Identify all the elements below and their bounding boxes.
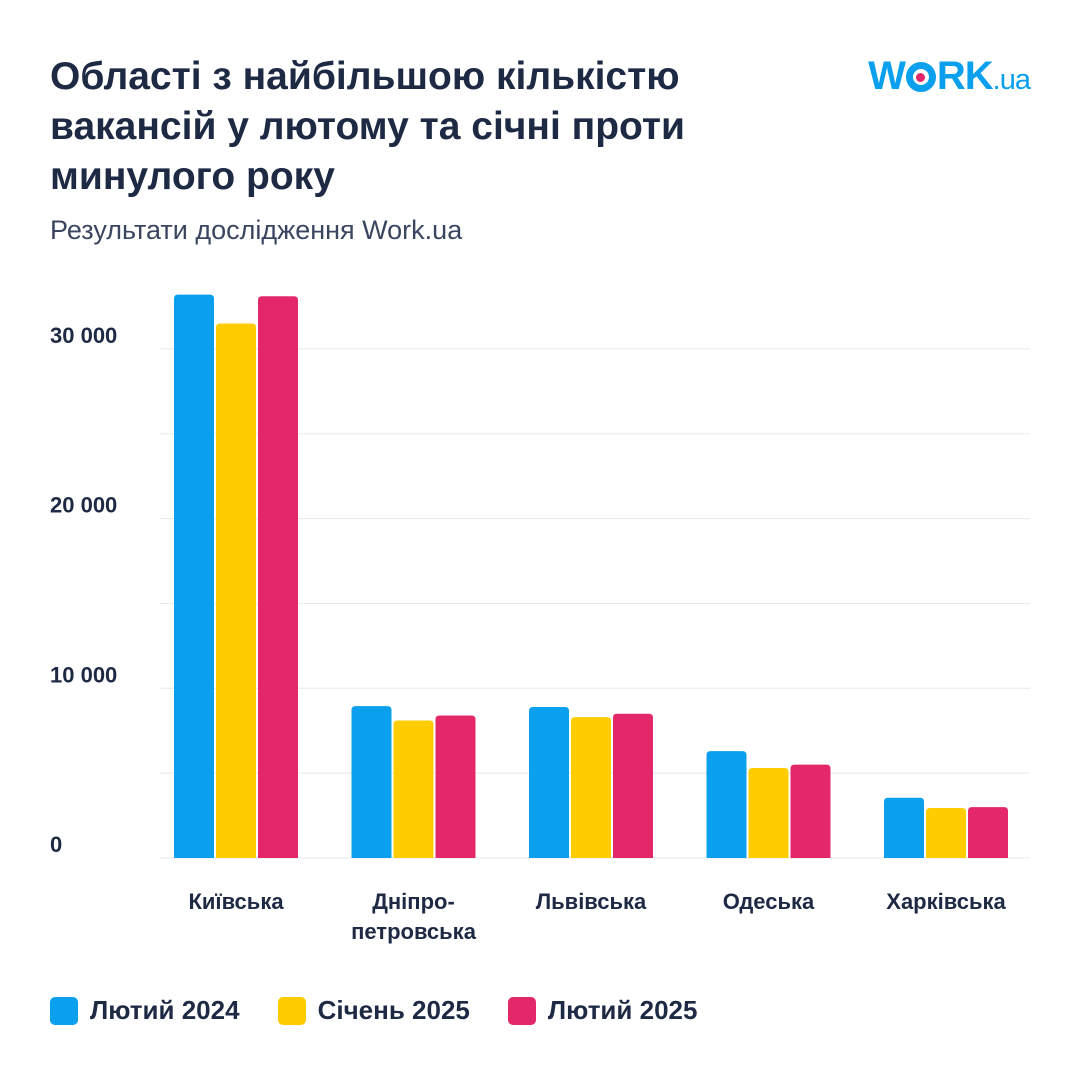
- bar-chart: 0 10 000 20 000 30 000 Київська Дніпро-петров…: [50, 294, 1030, 944]
- logo-letter-w: W: [868, 54, 906, 98]
- bar-4-2: [968, 807, 1008, 858]
- legend-item: Січень 2025: [277, 995, 470, 1026]
- legend-swatch: [507, 996, 536, 1025]
- legend-swatch: [277, 996, 306, 1025]
- chart-legend: Лютий 2024 Січень 2025 Лютий 2025: [50, 995, 697, 1026]
- bar-4-0: [884, 797, 924, 858]
- legend-label: Січень 2025: [317, 995, 470, 1025]
- bar-2-1: [571, 717, 611, 858]
- bar-0-2: [258, 296, 298, 859]
- bar-1-1: [393, 720, 434, 858]
- chart-title: Області з найбільшою кількістю вакансій …: [50, 55, 685, 198]
- x-category-label: Дніпро-петровська: [351, 889, 477, 944]
- bar-3-0: [706, 751, 747, 858]
- legend-label: Лютий 2025: [547, 995, 698, 1025]
- x-category-label: Львівська: [536, 889, 647, 914]
- legend-label: Лютий 2024: [90, 995, 240, 1025]
- bar-2-0: [529, 706, 569, 858]
- x-category-label: Харківська: [886, 889, 1006, 914]
- bar-2-2: [613, 713, 653, 858]
- y-tick-label: 0: [50, 832, 62, 857]
- y-tick-label: 10 000: [50, 662, 117, 687]
- bar-0-0: [174, 294, 214, 858]
- logo-target-icon: [905, 62, 936, 92]
- bar-3-2: [790, 764, 831, 858]
- bar-3-1: [748, 768, 789, 858]
- bar-1-0: [351, 706, 392, 858]
- legend-swatch: [50, 996, 78, 1025]
- bar-1-2: [435, 715, 476, 858]
- x-category-label: Київська: [188, 889, 284, 914]
- chart-subtitle: Результати дослідження Work.ua: [50, 215, 463, 245]
- work-ua-logo: W RK.ua: [868, 54, 1031, 99]
- y-tick-label: 30 000: [50, 323, 117, 348]
- legend-item: Лютий 2024: [50, 995, 240, 1026]
- legend-item: Лютий 2025: [507, 995, 698, 1026]
- logo-suffix: .ua: [992, 64, 1031, 96]
- bar-0-1: [216, 323, 256, 858]
- x-category-label: Одеська: [723, 889, 815, 914]
- bar-4-1: [926, 807, 966, 858]
- y-tick-label: 20 000: [50, 493, 117, 518]
- logo-letters-rk: RK: [936, 54, 994, 98]
